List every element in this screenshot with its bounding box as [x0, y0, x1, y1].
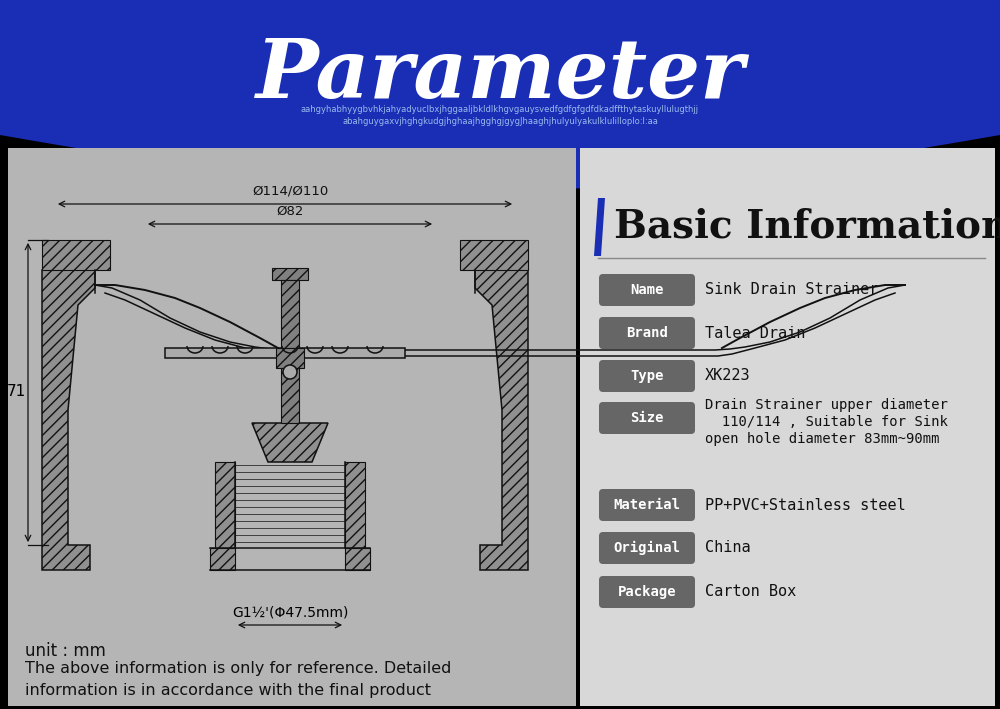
- Text: Ø114/Ø110: Ø114/Ø110: [252, 185, 328, 198]
- Text: 110/114 , Suitable for Sink: 110/114 , Suitable for Sink: [705, 415, 948, 429]
- Text: Size: Size: [630, 411, 664, 425]
- Text: Name: Name: [630, 283, 664, 297]
- Text: Ø82: Ø82: [276, 205, 304, 218]
- FancyBboxPatch shape: [599, 532, 695, 564]
- Text: Carton Box: Carton Box: [705, 584, 796, 600]
- Bar: [8, 148, 576, 706]
- Bar: [345, 462, 365, 548]
- FancyBboxPatch shape: [599, 317, 695, 349]
- Text: 71: 71: [7, 384, 26, 399]
- Text: XK223: XK223: [705, 369, 751, 384]
- Text: Brand: Brand: [626, 326, 668, 340]
- Bar: [215, 462, 235, 548]
- Text: Drain Strainer upper diameter: Drain Strainer upper diameter: [705, 398, 948, 412]
- Bar: [580, 148, 995, 706]
- Text: PP+PVC+Stainless steel: PP+PVC+Stainless steel: [705, 498, 906, 513]
- Text: open hole diameter 83mm~90mm: open hole diameter 83mm~90mm: [705, 432, 940, 446]
- Text: The above information is only for reference. Detailed: The above information is only for refere…: [25, 661, 451, 676]
- Text: Material: Material: [614, 498, 680, 512]
- FancyBboxPatch shape: [599, 576, 695, 608]
- Bar: [0, 0, 1000, 135]
- Polygon shape: [252, 423, 328, 462]
- Text: unit : mm: unit : mm: [25, 642, 106, 660]
- Text: information is in accordance with the final product: information is in accordance with the fi…: [25, 683, 431, 698]
- Polygon shape: [475, 270, 528, 570]
- Text: Package: Package: [618, 585, 676, 599]
- FancyBboxPatch shape: [599, 489, 695, 521]
- Text: aahgyhabhyygbvhkjahyadyuclbxjhggaaljbkldlkhgvgauysvedfgdfgfgdfdkadffthytaskuyllu: aahgyhabhyygbvhkjahyadyuclbxjhggaaljbkld…: [301, 106, 699, 114]
- Text: abahguygaxvjhghgkudgjhghaajhgghgjgygJhaaghjhulyulyakulklulilloplo:l:aa: abahguygaxvjhghgkudgjhghaajhgghgjgygJhaa…: [342, 118, 658, 126]
- Polygon shape: [594, 198, 605, 256]
- Polygon shape: [42, 270, 95, 570]
- Text: Talea Drain: Talea Drain: [705, 325, 805, 340]
- Text: Original: Original: [614, 541, 680, 555]
- FancyBboxPatch shape: [599, 360, 695, 392]
- Bar: [210, 548, 235, 570]
- Bar: [345, 548, 370, 570]
- Text: G1½'(Φ47.5mm): G1½'(Φ47.5mm): [232, 605, 348, 619]
- Text: Type: Type: [630, 369, 664, 383]
- Polygon shape: [0, 0, 1000, 190]
- Bar: [42, 240, 110, 270]
- Circle shape: [283, 365, 297, 379]
- Text: China: China: [705, 540, 751, 555]
- Bar: [272, 268, 308, 280]
- Bar: [281, 280, 299, 348]
- FancyBboxPatch shape: [599, 274, 695, 306]
- Bar: [276, 348, 304, 368]
- FancyBboxPatch shape: [599, 402, 695, 434]
- Bar: [460, 240, 528, 270]
- Text: Basic Information: Basic Information: [614, 207, 1000, 245]
- Text: Sink Drain Strainer: Sink Drain Strainer: [705, 282, 878, 298]
- Bar: [165, 348, 405, 358]
- Bar: [281, 368, 299, 423]
- Text: Parameter: Parameter: [256, 35, 744, 115]
